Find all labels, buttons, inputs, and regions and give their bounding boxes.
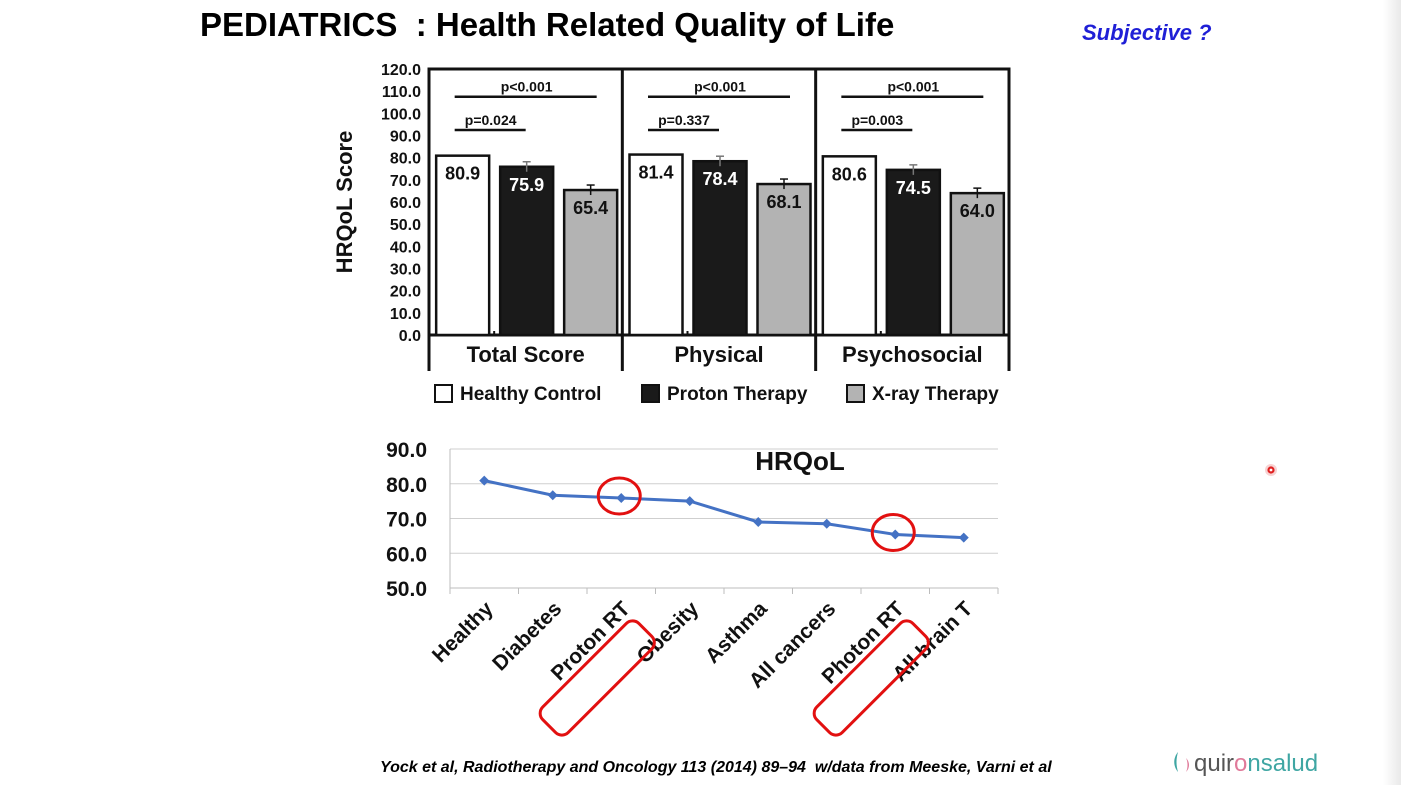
bar-0-1 bbox=[628, 153, 684, 337]
bar-y-tick-label: 90.0 bbox=[390, 129, 421, 146]
line-series-path bbox=[483, 479, 964, 540]
bar-0-2 bbox=[821, 155, 878, 337]
bar-chart-legend: Healthy Control Proton Therapy X-ray Thera… bbox=[434, 384, 999, 405]
bar-y-tick-label: 40.0 bbox=[390, 239, 421, 256]
bar-y-tick-label: 100.0 bbox=[381, 106, 421, 123]
line-y-tick-label: 50.0 bbox=[386, 578, 427, 601]
bar-y-tick-label: 0.0 bbox=[399, 328, 421, 345]
bar-data-label: 75.9 bbox=[509, 175, 544, 195]
bar-pvalue-upper-label: p<0.001 bbox=[694, 79, 746, 95]
bar-y-tick-label: 110.0 bbox=[382, 84, 421, 101]
highlight-box-proton-rt bbox=[538, 619, 656, 737]
bar-y-tick-label: 60.0 bbox=[390, 195, 421, 212]
bar-2-0 bbox=[562, 188, 619, 337]
bar-pvalue-upper-label: p<0.001 bbox=[501, 79, 553, 95]
logo-o-icon: o bbox=[1234, 750, 1248, 777]
bar-data-label: 80.9 bbox=[445, 164, 480, 184]
logo-mark-icon bbox=[1174, 752, 1189, 772]
bar-chart-y-axis: 0.0 10.0 20.0 30.0 40.0 50.0 60.0 70.0 80.0 90.0 1… bbox=[332, 62, 1011, 371]
line-y-tick-label: 60.0 bbox=[386, 543, 427, 566]
citation: Yock et al, Radiotherapy and Oncology 11… bbox=[380, 759, 1052, 776]
slide-title: PEDIATRICS : Health Related Quality of L… bbox=[200, 6, 895, 43]
bar-pvalue-upper-label: p<0.001 bbox=[887, 79, 939, 95]
logo-text-part2: nsalud bbox=[1247, 750, 1319, 777]
legend-swatch-0 bbox=[434, 384, 453, 403]
bar-chart-groups: Total Score 80.9 75.9 65.4 p<0.001 p=0.024 Phy… bbox=[434, 79, 1006, 367]
bar-data-label: 68.1 bbox=[766, 192, 801, 212]
legend-label-2: X-ray Therapy bbox=[872, 384, 999, 405]
bar-y-tick-label: 30.0 bbox=[390, 262, 421, 279]
legend-label-0: Healthy Control bbox=[460, 384, 601, 405]
line-y-tick-label: 90.0 bbox=[386, 439, 427, 462]
bar-y-tick-label: 10.0 bbox=[390, 306, 421, 323]
bar-category-label: Total Score bbox=[467, 342, 585, 367]
line-chart-grid: 50.0 60.0 70.0 80.0 90.0 HRQoL bbox=[386, 439, 999, 601]
quironsalud-logo: quironsalud bbox=[1172, 746, 1332, 782]
bar-1-1 bbox=[692, 159, 748, 337]
line-x-label: Healthy bbox=[428, 597, 498, 667]
line-x-label: Asthma bbox=[701, 597, 772, 668]
laser-pointer-icon bbox=[1265, 464, 1277, 476]
line-y-tick-label: 70.0 bbox=[386, 509, 427, 532]
bar-data-label: 65.4 bbox=[573, 198, 608, 218]
line-chart-title: HRQoL bbox=[755, 446, 845, 476]
legend-label-1: Proton Therapy bbox=[667, 384, 808, 405]
line-point-7 bbox=[958, 532, 969, 543]
bar-y-tick-label: 50.0 bbox=[390, 217, 421, 234]
line-chart: 50.060.070.080.090.0 HRQoL HealthyDiabete… bbox=[386, 439, 999, 737]
line-point-0 bbox=[479, 475, 490, 486]
logo-text-part1: quir bbox=[1194, 750, 1235, 777]
highlight-box-photon-rt bbox=[812, 619, 930, 737]
bar-pvalue-lower-label: p=0.337 bbox=[658, 112, 710, 128]
line-point-2 bbox=[616, 492, 627, 503]
line-point-1 bbox=[547, 490, 558, 501]
bar-data-label: 80.6 bbox=[832, 164, 867, 184]
bar-0-0 bbox=[434, 154, 491, 337]
bar-pvalue-lower-label: p=0.024 bbox=[465, 112, 517, 128]
highlight-circle-photon-rt bbox=[870, 512, 916, 552]
line-point-5 bbox=[821, 518, 832, 529]
line-chart-series bbox=[479, 475, 969, 543]
bar-y-tick-label: 80.0 bbox=[390, 151, 421, 168]
bar-y-tick-label: 120.0 bbox=[381, 62, 421, 79]
slide-edge-shadow bbox=[1383, 0, 1401, 785]
bar-y-tick-label: 20.0 bbox=[390, 284, 421, 301]
slide-subtitle: Subjective ? bbox=[1082, 20, 1212, 45]
bar-data-label: 78.4 bbox=[702, 169, 737, 189]
bar-2-2 bbox=[949, 191, 1006, 337]
bar-chart: 0.0 10.0 20.0 30.0 40.0 50.0 60.0 70.0 80.0 90.0 1… bbox=[332, 62, 1011, 405]
bar-1-0 bbox=[498, 165, 555, 337]
bar-data-label: 64.0 bbox=[960, 201, 995, 221]
bar-pvalue-lower-label: p=0.003 bbox=[851, 112, 903, 128]
line-y-tick-label: 80.0 bbox=[386, 474, 427, 497]
legend-swatch-1 bbox=[641, 384, 660, 403]
logo-text: quironsalud bbox=[1194, 750, 1318, 778]
line-point-6 bbox=[890, 529, 901, 540]
bar-category-label: Psychosocial bbox=[842, 342, 983, 367]
bar-data-label: 74.5 bbox=[896, 178, 931, 198]
bar-y-tick-label: 70.0 bbox=[390, 173, 421, 190]
legend-swatch-2 bbox=[846, 384, 865, 403]
highlight-circle-proton-rt bbox=[596, 476, 642, 516]
bar-y-axis-label: HRQoL Score bbox=[332, 131, 357, 274]
line-point-3 bbox=[684, 496, 695, 507]
bar-2-1 bbox=[756, 182, 812, 337]
line-point-4 bbox=[753, 516, 764, 527]
bar-category-label: Physical bbox=[674, 342, 763, 367]
bar-data-label: 81.4 bbox=[638, 163, 673, 183]
line-chart-highlights bbox=[538, 476, 930, 737]
